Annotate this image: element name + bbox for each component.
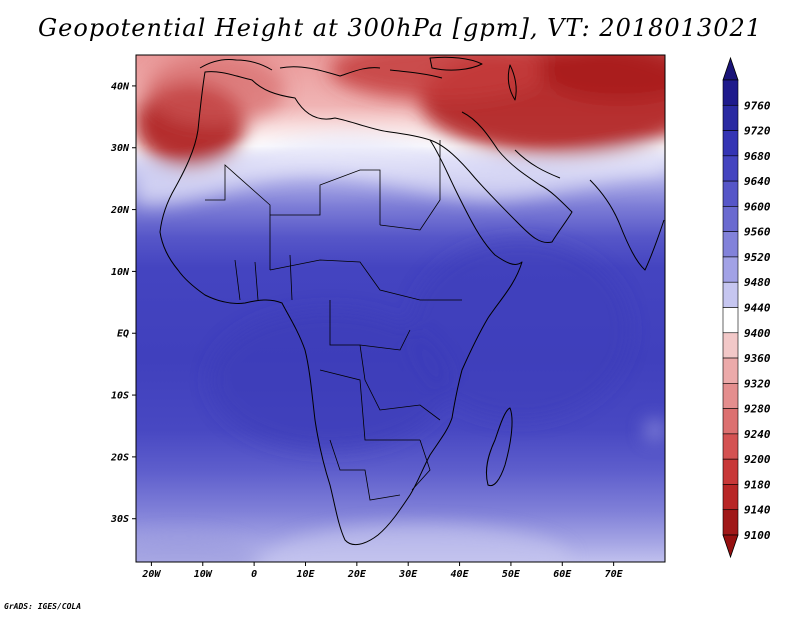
colorbar-label: 9360: [744, 352, 771, 365]
colorbar-swatch: [722, 307, 739, 334]
lon-tick-label: 20E: [347, 569, 367, 580]
colorbar-swatch: [722, 180, 739, 207]
country-borders: [205, 140, 462, 501]
colorbar-swatch: [722, 231, 739, 258]
colorbar-swatch: [722, 281, 739, 308]
colorbar-label: 9480: [744, 276, 771, 289]
colorbar-label: 9200: [744, 453, 771, 466]
lon-tick-label: 40E: [451, 569, 470, 580]
colorbar-swatch: [722, 433, 739, 460]
colorbar-label: 9520: [744, 251, 771, 264]
colorbar-swatch: [722, 458, 739, 485]
lat-tick-label: 20N: [110, 205, 130, 216]
colorbar: 9760 9720 9680 9640 9600 9560 9520 9480 9440 9400…: [722, 56, 771, 559]
colorbar-swatch: [722, 130, 739, 157]
colorbar-swatch: [722, 509, 739, 536]
lon-tick-label: 10E: [296, 569, 315, 580]
colorbar-bottom-arrow: [722, 534, 739, 559]
colorbar-label: 9180: [744, 478, 771, 491]
colorbar-label: 9400: [744, 327, 771, 340]
lat-tick-label: 30N: [110, 143, 130, 154]
lon-tick-label: 20W: [141, 569, 161, 580]
colorbar-swatch: [722, 484, 739, 511]
colorbar-label: 9680: [744, 150, 771, 163]
colorbar-swatch: [722, 206, 739, 232]
lat-tick-label: 10N: [111, 267, 130, 278]
latitude-axis: 40N 30N 20N 10N EQ 10S 20S 30S: [110, 81, 136, 525]
colorbar-label: 9760: [744, 99, 771, 112]
colorbar-top-arrow: [722, 56, 739, 81]
colorbar-swatch: [722, 155, 739, 182]
colorbar-swatch: [722, 408, 739, 435]
longitude-axis: 20W 10W 0 10E 20E 30E 40E 50E 60E 70E: [141, 562, 624, 580]
lon-tick-label: 10W: [194, 569, 213, 580]
credit-text: GrADS: IGES/COLA: [4, 602, 82, 611]
lon-tick-label: 0: [251, 569, 257, 580]
map-frame: [136, 55, 665, 562]
colorbar-swatch: [722, 104, 739, 131]
lon-tick-label: 60E: [553, 569, 572, 580]
colorbar-label: 9140: [744, 504, 771, 517]
lon-tick-label: 30E: [398, 569, 418, 580]
colorbar-swatch: [722, 357, 739, 384]
lat-tick-label: 30S: [110, 514, 129, 525]
colorbar-label: 9320: [744, 377, 771, 390]
colorbar-swatch: [722, 332, 739, 359]
lat-tick-label: 20S: [110, 452, 129, 463]
lat-tick-label: 40N: [111, 81, 130, 92]
colorbar-swatch: [722, 256, 739, 283]
colorbar-label: 9640: [744, 175, 771, 188]
colorbar-label: 9720: [744, 125, 771, 138]
colorbar-swatch: [722, 79, 739, 106]
colorbar-label: 9280: [744, 403, 771, 416]
lon-tick-label: 50E: [502, 569, 521, 580]
lat-tick-label: 10S: [111, 391, 129, 402]
height-field-anomalies: [136, 55, 665, 562]
colorbar-swatch: [722, 383, 739, 409]
colorbar-label: 9440: [744, 302, 771, 315]
colorbar-label: 9240: [744, 428, 771, 441]
lat-tick-label: EQ: [117, 329, 129, 340]
colorbar-label: 9600: [744, 200, 771, 213]
map-border: [135, 54, 666, 563]
colorbar-label: 9560: [744, 226, 771, 239]
coastlines: [159, 56, 665, 546]
lon-tick-label: 70E: [605, 569, 624, 580]
map-title: Geopotential Height at 300hPa [gpm], VT:…: [38, 14, 762, 42]
colorbar-label: 9100: [744, 529, 771, 542]
